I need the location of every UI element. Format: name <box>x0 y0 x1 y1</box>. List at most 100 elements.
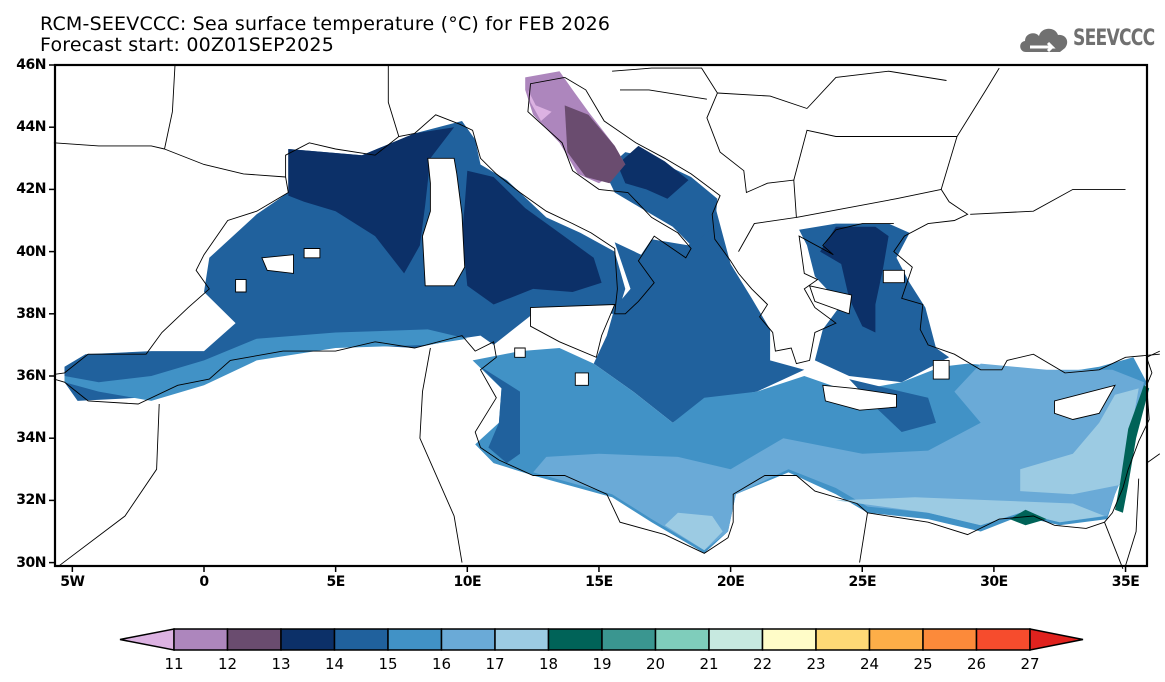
colorbar-bin-11-12 <box>173 628 229 651</box>
coastline-balkan-border-5 <box>620 89 707 100</box>
colorbar-bin-19-20 <box>601 628 657 651</box>
colorbar-bin-22-23 <box>761 628 817 651</box>
island-sicily <box>530 304 616 358</box>
lon-label: 25E <box>848 574 877 590</box>
colorbar-bin-21-22 <box>708 628 764 651</box>
colorbar-label: 22 <box>752 655 773 673</box>
sst-area-north-aegean-dark <box>820 226 889 333</box>
coastline-greece <box>564 77 894 365</box>
sst-area-ionian <box>593 205 805 423</box>
coastline-tunisia-algeria-border <box>419 347 463 563</box>
colorbar-label: 27 <box>1020 655 1040 673</box>
island-cyprus <box>1054 384 1116 420</box>
seevccc-logo: SEEVCCC <box>1018 22 1158 56</box>
coastline-pyrenees <box>164 148 286 178</box>
colorbar-label: 18 <box>538 655 559 673</box>
coastline-libya-egypt-border <box>859 512 868 563</box>
lat-label: 44N <box>16 119 46 136</box>
lat-label: 30N <box>16 554 46 571</box>
lon-label: 5E <box>326 574 345 590</box>
colorbar-bin-15-16 <box>387 628 443 651</box>
colorbar-bin-18-19 <box>547 628 603 651</box>
coastline-levant-inland <box>1146 453 1161 464</box>
island-pantelleria <box>514 347 526 358</box>
colorbar-bin-17-18 <box>494 628 550 651</box>
island-euboea <box>808 285 853 315</box>
lon-label: 30E <box>980 574 1008 590</box>
lon-label: 15E <box>585 574 613 590</box>
coastline-italy-east <box>285 76 692 315</box>
coastline-levant-coast <box>1104 350 1160 523</box>
lon-label: 35E <box>1111 574 1140 590</box>
island-mallorca <box>261 254 294 274</box>
colorbar-upper-extension <box>1029 628 1084 651</box>
coastline-hungary-romania <box>806 70 947 109</box>
sst-map <box>49 63 1161 572</box>
coastline-balkan-border-2 <box>793 129 957 181</box>
colorbar-bin-20-21 <box>654 628 710 651</box>
island-ibiza <box>235 279 247 293</box>
colorbar-label: 21 <box>699 655 719 673</box>
lat-label: 32N <box>16 492 46 509</box>
island-lesbos <box>882 269 905 284</box>
sst-area-alboran-south <box>64 329 468 401</box>
coastline-algeria-morocco-border <box>58 403 160 567</box>
colorbar-label: 14 <box>324 655 345 673</box>
colorbar-label: 23 <box>806 655 826 673</box>
coastline-turkey-south <box>893 189 1160 374</box>
colorbar-bin-16-17 <box>440 628 496 651</box>
colorbar-label: 11 <box>164 655 184 673</box>
coastline-iberia-north <box>53 142 165 150</box>
colorbar-label: 26 <box>966 655 987 673</box>
lon-label: 20E <box>716 574 745 590</box>
sst-area-levant-green <box>1115 385 1150 513</box>
sst-field <box>64 71 1150 554</box>
colorbar-bin-14-15 <box>333 628 389 651</box>
colorbar-label: 15 <box>378 655 398 673</box>
sst-area-gulf-of-lion <box>288 127 455 274</box>
island-rhodes <box>932 359 950 380</box>
lat-label: 38N <box>16 305 46 322</box>
sst-area-egypt-coast-light <box>835 497 1105 526</box>
colorbar-label: 19 <box>592 655 612 673</box>
colorbar-bin-24-25 <box>868 628 924 651</box>
coastline-morocco-algeria <box>53 335 1105 554</box>
island-menorca <box>303 248 321 259</box>
colorbar-bin-23-24 <box>815 628 871 651</box>
sst-area-libya-lightest <box>664 512 723 551</box>
colorbar-bin-12-13 <box>226 628 282 651</box>
sst-area-south-adriatic-dark <box>617 145 689 199</box>
lat-label: 34N <box>16 430 46 447</box>
colorbar-label: 24 <box>859 655 880 673</box>
coastline-france-atlantic <box>164 64 176 150</box>
colorbar-bin-26-27 <box>975 628 1031 651</box>
coastline-italy-alps <box>387 65 400 137</box>
lat-label: 42N <box>16 181 46 198</box>
coastline-balkan-border-3 <box>796 188 942 218</box>
island-corsica-sardinia <box>422 157 466 287</box>
coastline-jordan <box>1125 478 1140 566</box>
map-frame <box>53 63 1149 568</box>
lat-label: 40N <box>16 243 46 260</box>
coastline-turkey-north <box>970 188 1126 215</box>
colorbar-label: 13 <box>271 655 291 673</box>
chart-title: RCM-SEEVCCC: Sea surface temperature (°C… <box>40 13 611 35</box>
colorbar-label: 25 <box>913 655 933 673</box>
axis-ticks <box>49 64 1127 572</box>
colorbar-label: 12 <box>217 655 238 673</box>
colorbar-bin-25-26 <box>922 628 978 651</box>
colorbar-bin-13-14 <box>280 628 336 651</box>
colorbar-label: 17 <box>485 655 505 673</box>
sst-area-gulf-gabes <box>480 366 520 464</box>
island-malta <box>574 372 589 386</box>
colorbar-lower-extension <box>119 628 175 651</box>
lat-label: 36N <box>16 368 46 384</box>
lon-label: 10E <box>453 574 482 590</box>
sst-area-north-adriatic-dark <box>564 105 626 184</box>
sst-area-tyrrhenian <box>462 170 602 305</box>
cloud-icon <box>1020 28 1068 53</box>
sst-area-north-adriatic-light <box>527 89 552 121</box>
logo-text: SEEVCCC <box>1073 26 1155 51</box>
lon-label: 0 <box>199 574 209 590</box>
